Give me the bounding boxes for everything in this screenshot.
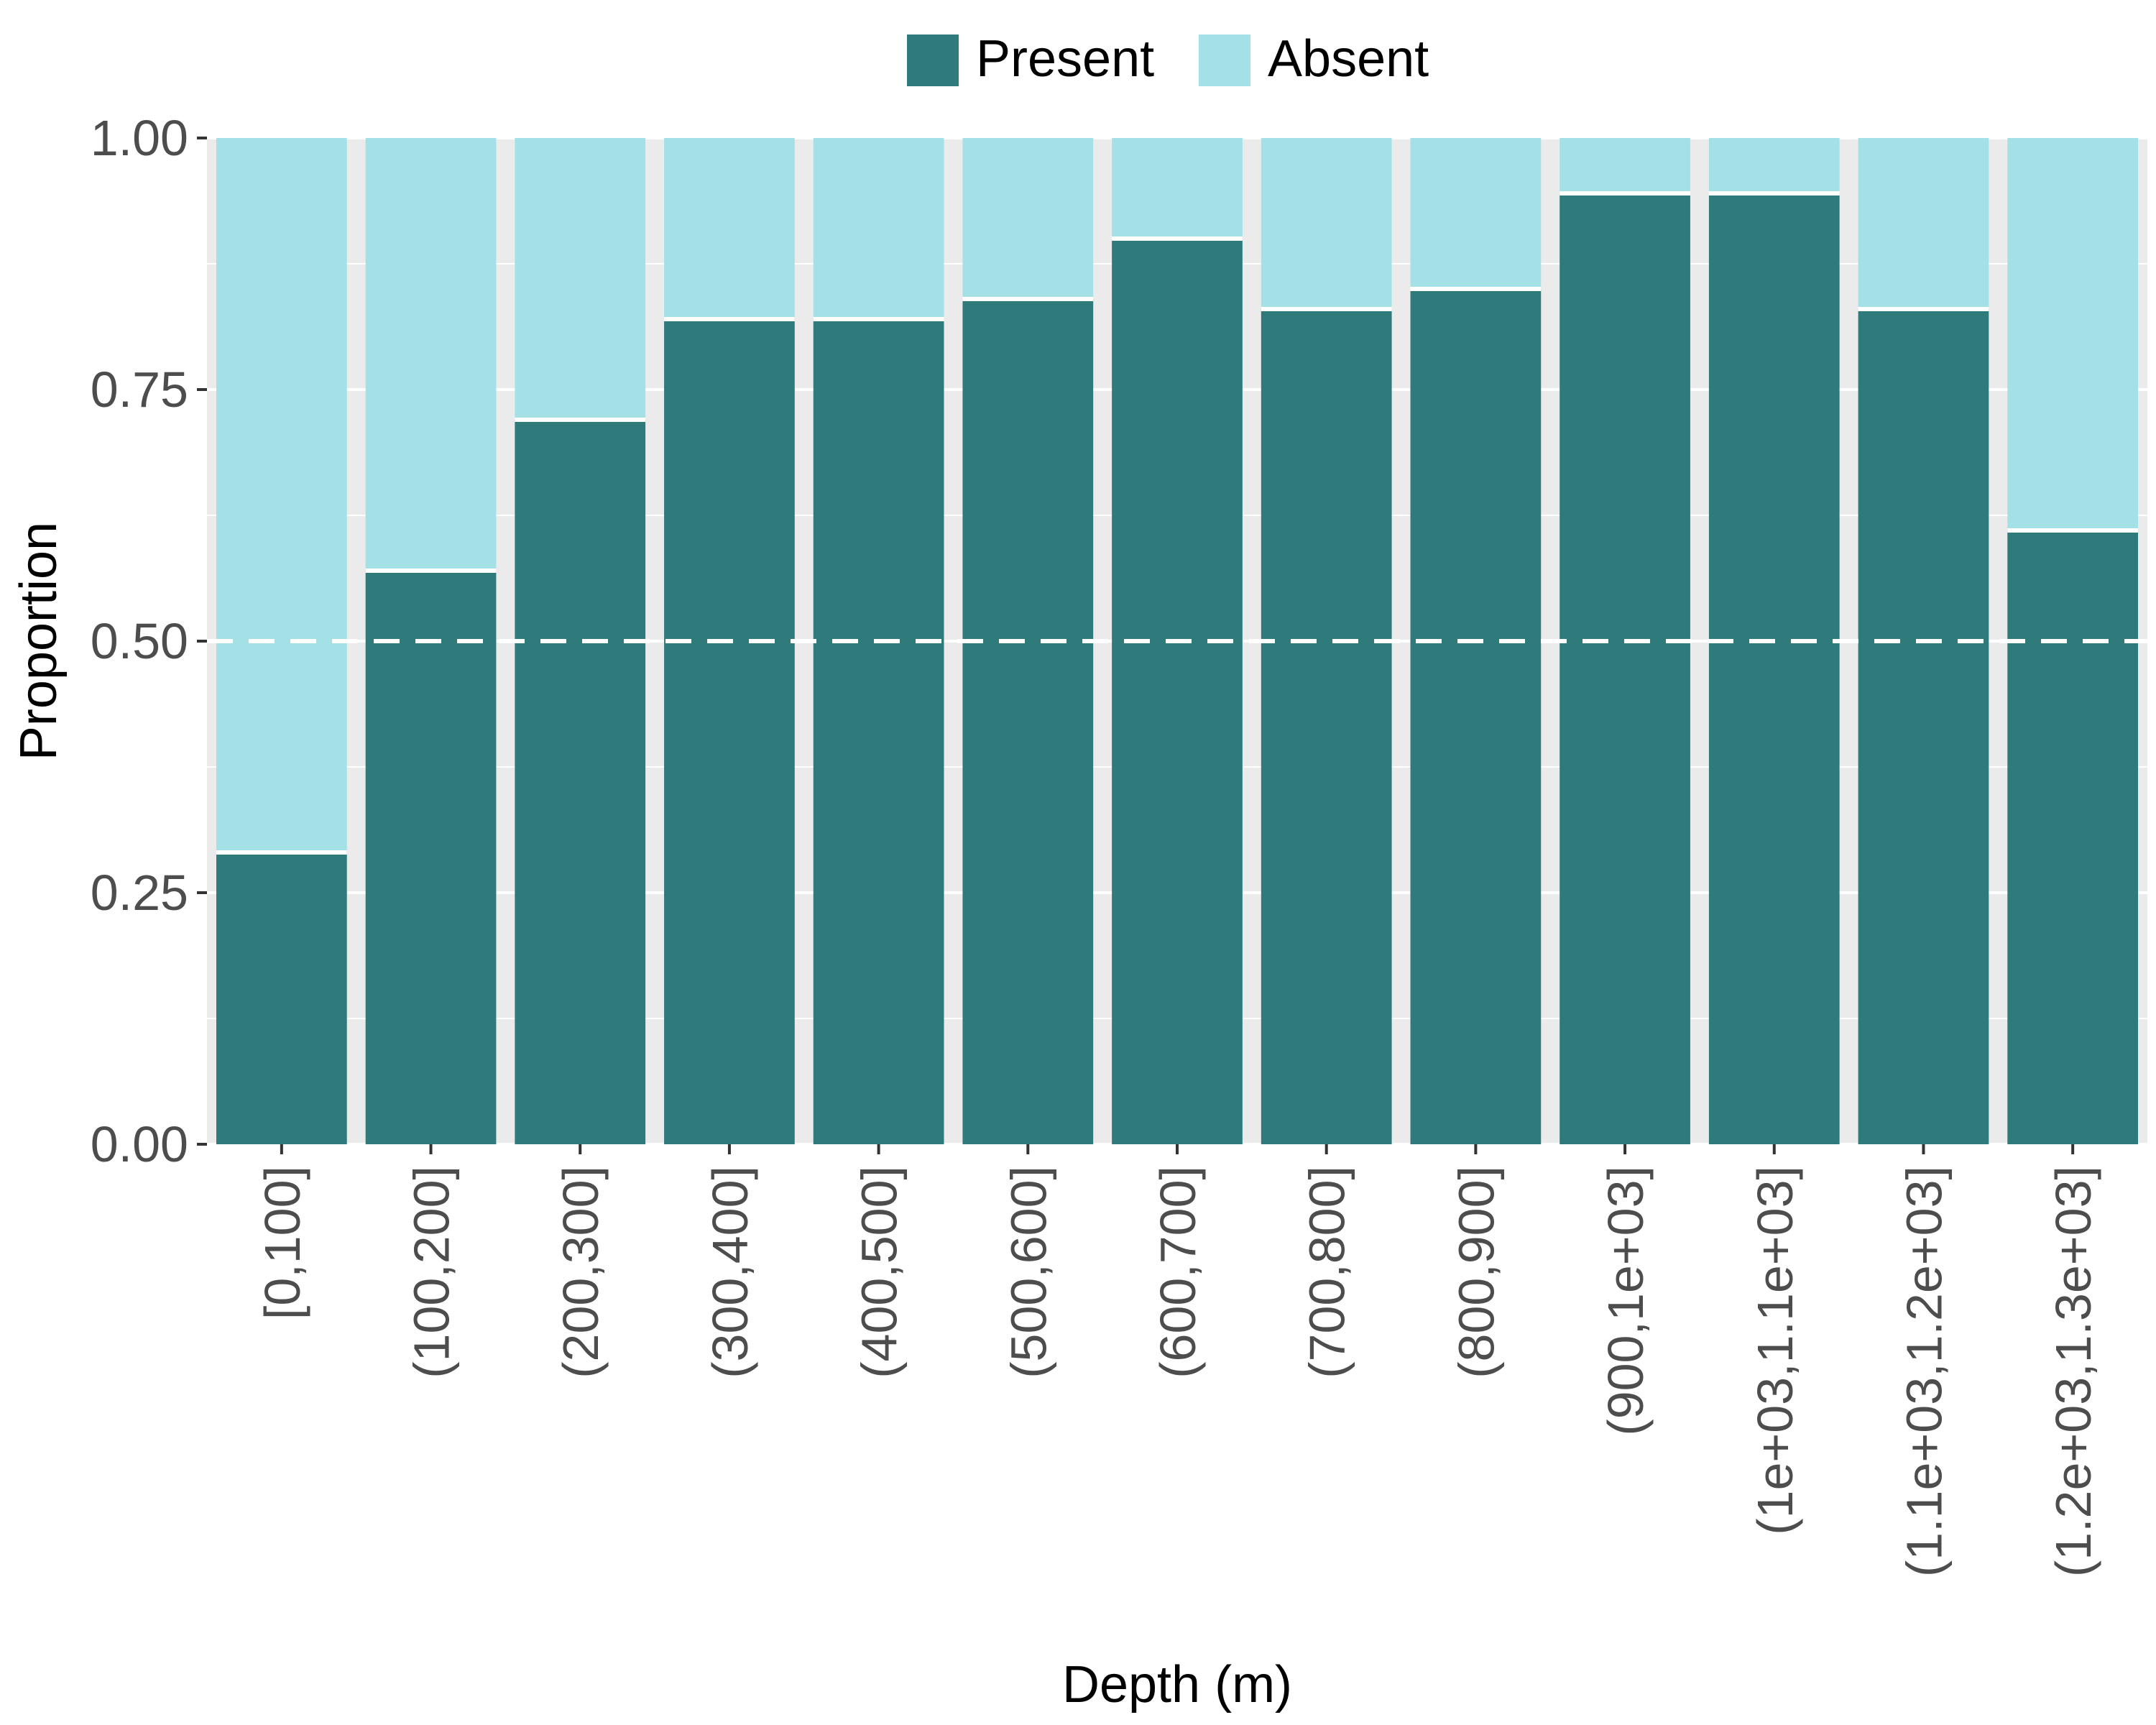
- bar-absent: [1410, 138, 1542, 289]
- x-tick-label: (300,400]: [702, 1166, 758, 1379]
- bar-absent: [962, 138, 1094, 299]
- x-axis: [0,100] (100,200] (200,300] (300,400] (400,5…: [254, 1144, 2101, 1577]
- legend-swatch-present: [907, 34, 959, 86]
- bar-absent: [365, 138, 497, 571]
- bar-present: [664, 319, 795, 1144]
- y-tick-label: 0.50: [91, 613, 188, 669]
- x-tick-label: [0,100]: [254, 1166, 310, 1320]
- bar-present: [1410, 289, 1542, 1144]
- bar-present: [2007, 530, 2139, 1144]
- x-tick-label: (500,600]: [1000, 1166, 1056, 1379]
- bar-present: [1261, 309, 1392, 1144]
- bar-absent: [1560, 138, 1690, 193]
- bar-present: [216, 852, 347, 1144]
- x-axis-title: Depth (m): [1062, 1656, 1292, 1714]
- bar-present: [813, 319, 944, 1144]
- x-tick-label: (800,900]: [1448, 1166, 1504, 1379]
- x-tick-label: (1.1e+03,1.2e+03]: [1896, 1166, 1952, 1577]
- x-tick-label: (700,800]: [1299, 1166, 1355, 1379]
- y-tick-label: 1.00: [91, 110, 188, 166]
- bar-present: [1708, 193, 1840, 1144]
- y-tick-label: 0.75: [91, 362, 188, 418]
- legend: Present Absent: [907, 30, 1429, 88]
- x-tick-label: (900,1e+03]: [1598, 1166, 1654, 1436]
- legend-swatch-absent: [1199, 34, 1250, 86]
- x-tick-label: (1e+03,1.1e+03]: [1747, 1166, 1803, 1535]
- legend-label-present: Present: [976, 30, 1154, 88]
- bar-absent: [216, 138, 347, 852]
- bars: [216, 138, 2139, 1144]
- bar-present: [1112, 239, 1243, 1144]
- bar-absent: [2007, 138, 2139, 530]
- legend-label-absent: Absent: [1268, 30, 1429, 88]
- x-tick-label: (200,300]: [553, 1166, 609, 1379]
- bar-absent: [1112, 138, 1243, 239]
- bar-absent: [515, 138, 646, 420]
- bar-absent: [1261, 138, 1392, 309]
- y-tick-label: 0.00: [91, 1116, 188, 1172]
- bar-present: [1560, 193, 1690, 1144]
- y-axis-title: Proportion: [10, 522, 68, 760]
- x-tick-label: (400,500]: [852, 1166, 908, 1379]
- y-axis: 0.00 0.25 0.50 0.75 1.00: [91, 110, 207, 1172]
- bar-present: [365, 571, 497, 1144]
- bar-absent: [1708, 138, 1840, 193]
- bar-absent: [664, 138, 795, 319]
- bar-present: [515, 420, 646, 1144]
- y-tick-label: 0.25: [91, 865, 188, 921]
- bar-absent: [1858, 138, 1989, 309]
- bar-present: [962, 299, 1094, 1144]
- x-tick-label: (600,700]: [1150, 1166, 1206, 1379]
- bar-absent: [813, 138, 944, 319]
- x-tick-label: (1.2e+03,1.3e+03]: [2045, 1166, 2101, 1577]
- bar-present: [1858, 309, 1989, 1144]
- x-tick-label: (100,200]: [404, 1166, 460, 1379]
